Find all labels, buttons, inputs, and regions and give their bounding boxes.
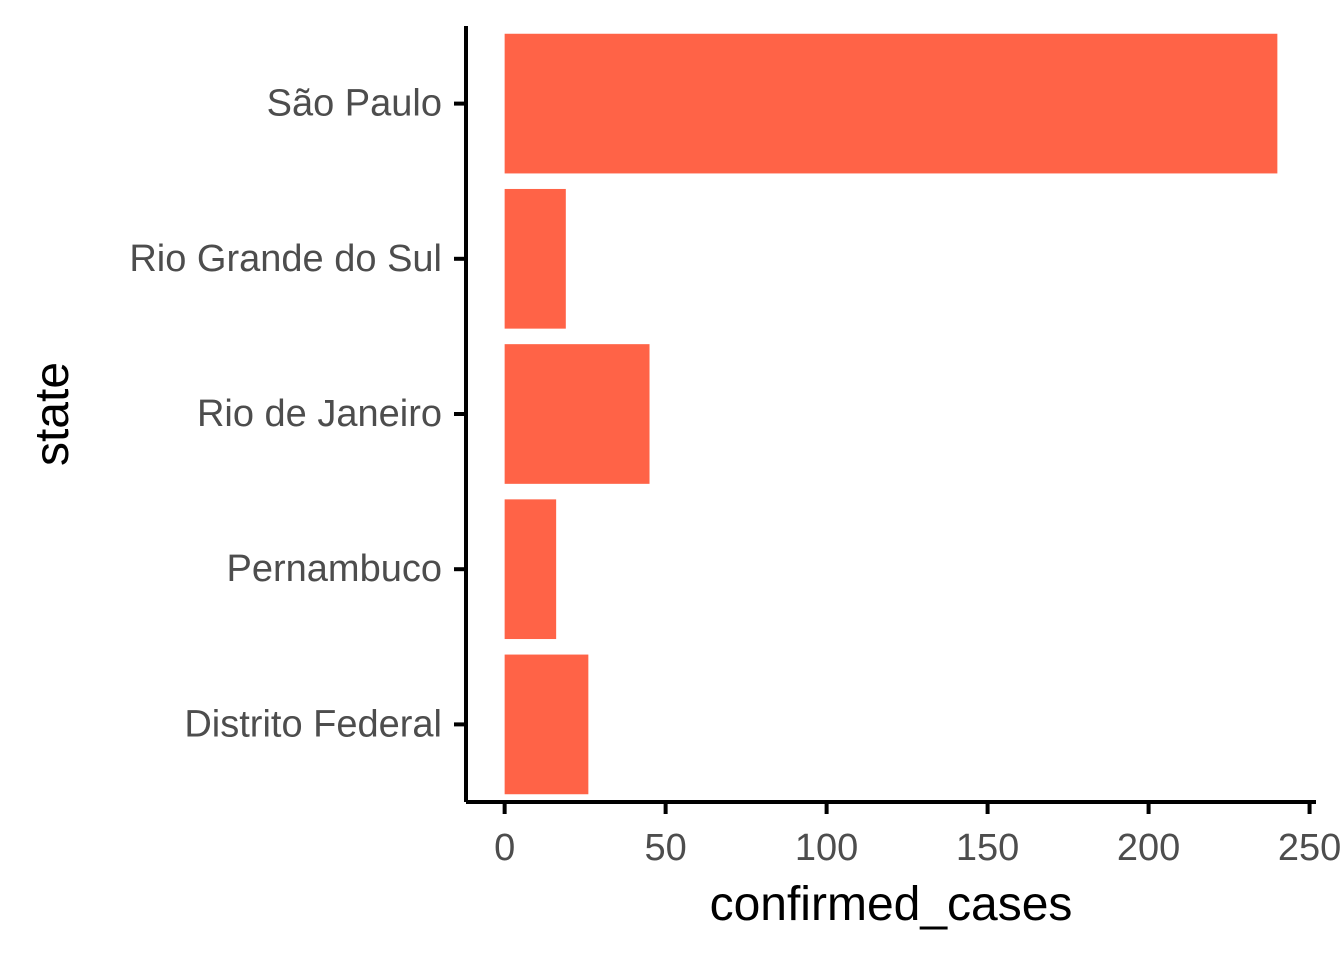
x-axis-ticks: 0 50 100 150 200 250 xyxy=(494,802,1341,869)
x-tick-label: 150 xyxy=(956,827,1019,869)
y-tick-label: Rio de Janeiro xyxy=(197,393,442,435)
x-tick-label: 250 xyxy=(1278,827,1341,869)
x-axis-title: confirmed_cases xyxy=(710,878,1073,931)
x-tick-label: 50 xyxy=(644,827,686,869)
x-tick-label: 0 xyxy=(494,827,515,869)
bar xyxy=(504,188,566,329)
bar xyxy=(504,499,557,640)
y-tick-label: Distrito Federal xyxy=(184,703,442,745)
bars-group xyxy=(504,33,1278,795)
y-axis-title: state xyxy=(26,362,79,466)
y-tick-label: Pernambuco xyxy=(227,548,442,590)
bar xyxy=(504,33,1278,174)
x-tick-label: 200 xyxy=(1117,827,1180,869)
y-tick-label: São Paulo xyxy=(267,83,442,125)
bar xyxy=(504,654,589,795)
y-axis-ticks: São Paulo Rio Grande do Sul Rio de Janeiro… xyxy=(129,83,466,745)
y-tick-label: Rio Grande do Sul xyxy=(129,238,442,280)
bar xyxy=(504,344,650,484)
x-tick-label: 100 xyxy=(795,827,858,869)
